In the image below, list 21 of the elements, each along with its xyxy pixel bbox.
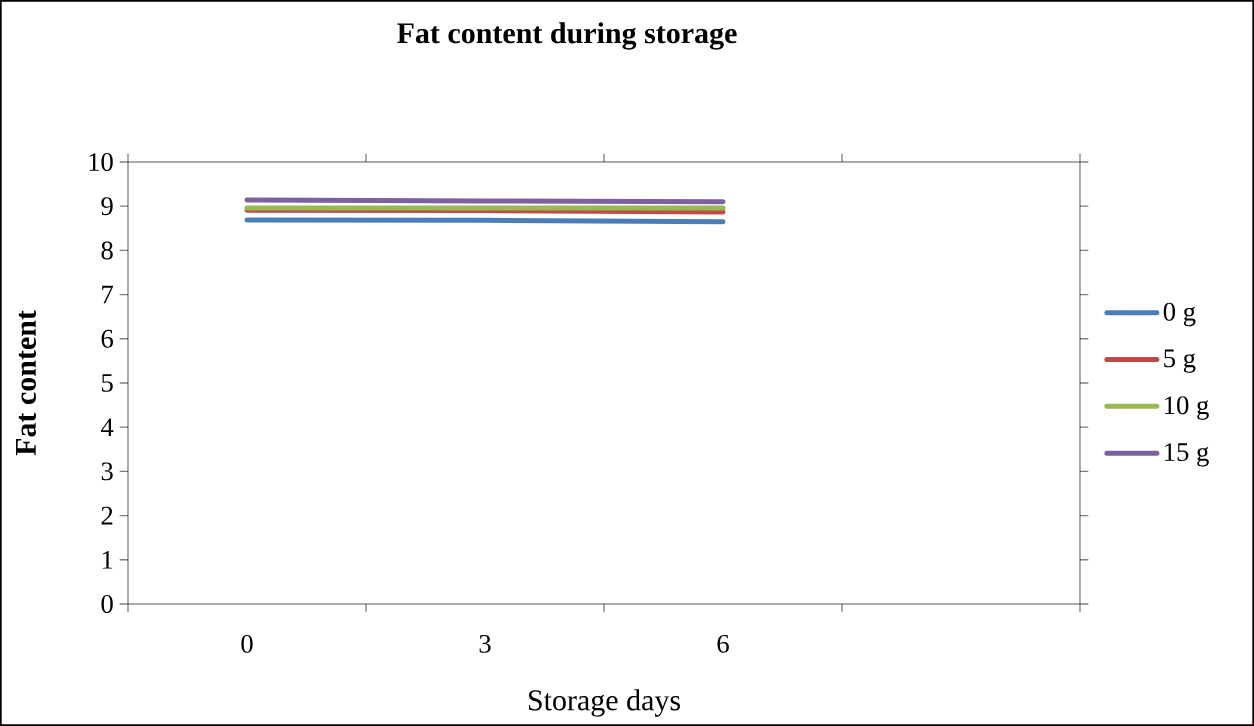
y-tick-label: 6: [101, 329, 113, 348]
y-tick-label: 0: [101, 595, 113, 613]
y-axis-title: Fat content: [16, 310, 36, 456]
y-tick-label: 5: [101, 374, 113, 392]
y-tick-label: 3: [101, 462, 113, 481]
y-tick-label: 2: [101, 506, 113, 525]
legend-label: 5 g: [1164, 349, 1196, 373]
y-tick-label: 4: [100, 418, 114, 436]
y-tick-label: 10: [89, 153, 113, 171]
x-tick-label: 0: [241, 634, 253, 653]
x-tick-label: 3: [479, 634, 491, 653]
legend-label: 0 g: [1163, 302, 1196, 327]
y-tick-label: 7: [102, 285, 114, 304]
y-tick-label: 1: [102, 551, 113, 569]
legend-label: 10 g: [1165, 396, 1209, 420]
x-tick-label: 6: [717, 634, 729, 653]
legend-label: 15 g: [1165, 443, 1209, 467]
y-tick-label: 8: [101, 241, 113, 260]
chart-title: Fat content during storage: [397, 22, 737, 50]
y-tick-label: 9: [101, 197, 113, 216]
x-axis-title: Storage days: [528, 689, 680, 717]
